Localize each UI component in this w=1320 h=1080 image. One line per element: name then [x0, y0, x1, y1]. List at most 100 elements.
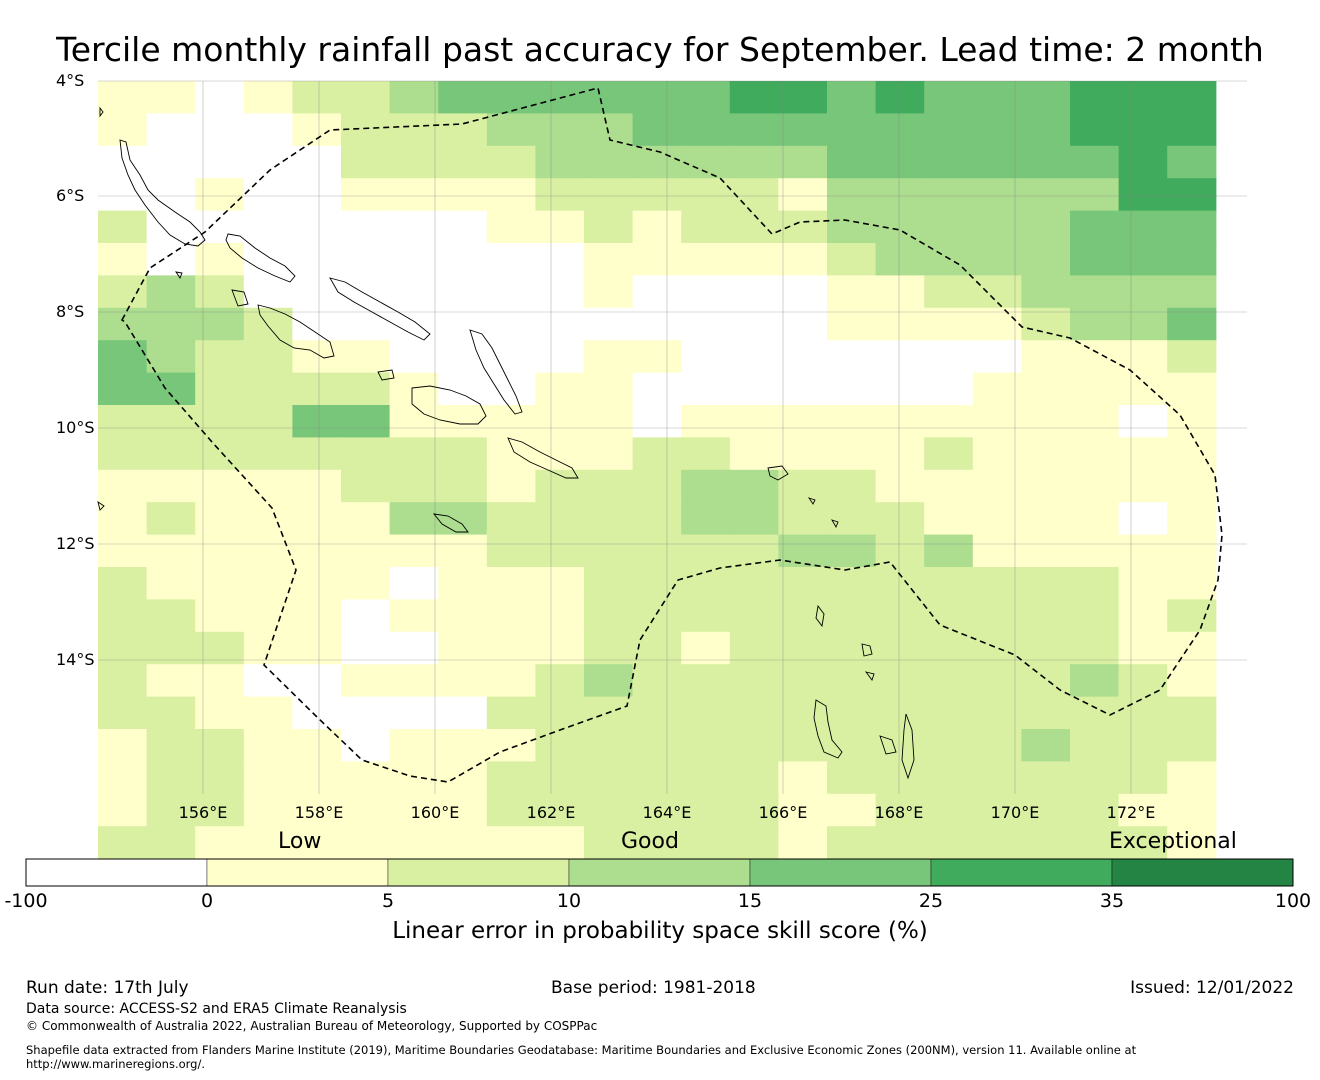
grid-cell	[1167, 113, 1217, 147]
grid-cell	[632, 729, 682, 762]
grid-cell	[778, 696, 828, 730]
grid-cell	[195, 340, 245, 374]
grid-cell	[146, 145, 196, 179]
grid-cell	[875, 664, 925, 698]
grid-cell	[1021, 631, 1071, 665]
grid-cell	[875, 243, 925, 276]
grid-cell	[632, 567, 682, 600]
grid-cell	[827, 502, 877, 536]
grid-cell	[875, 631, 925, 665]
grid-cell	[827, 793, 877, 827]
grid-cell	[292, 178, 342, 212]
grid-cell	[243, 81, 293, 114]
grid-cell	[1021, 729, 1071, 762]
legend-category-low: Low	[278, 829, 322, 854]
grid-cell	[292, 599, 342, 633]
grid-cell	[972, 761, 1022, 795]
grid-cell	[729, 405, 779, 438]
grid-cell	[146, 696, 196, 730]
espiritu-santo-island	[813, 699, 843, 759]
grid-cell	[778, 210, 828, 244]
grid-cell	[438, 696, 488, 730]
grid-cell	[1070, 81, 1120, 114]
grid-cell	[778, 469, 828, 503]
grid-cell	[778, 502, 828, 536]
colorbar-tick-35: 35	[1099, 890, 1125, 912]
grid-cell	[438, 340, 488, 374]
grid-cell	[924, 210, 974, 244]
grid-cell	[438, 729, 488, 762]
grid-cell	[1070, 372, 1120, 406]
banks-islands	[861, 643, 873, 657]
santa-isabel-island	[329, 277, 431, 341]
coastlines	[97, 106, 915, 780]
grid-cell	[146, 405, 196, 438]
grid-cell	[584, 599, 634, 633]
lat-label-4s: 4°S	[56, 71, 85, 90]
grid-cell	[438, 178, 488, 212]
grid-cell	[243, 793, 293, 827]
grid-cell	[924, 275, 974, 309]
grid-cell	[389, 631, 439, 665]
grid-cell	[243, 534, 293, 568]
grid-cell	[1021, 761, 1071, 795]
grid-cell	[584, 113, 634, 147]
grid-cell	[486, 178, 536, 212]
grid-cell	[195, 178, 245, 212]
grid-cell	[341, 372, 391, 406]
lon-label-158e: 158°E	[294, 803, 344, 822]
grid-cell	[972, 696, 1022, 730]
grid-cell	[243, 696, 293, 730]
grid-cell	[1167, 81, 1217, 114]
grid-cell	[778, 599, 828, 633]
grid-cell	[729, 340, 779, 374]
grid-cell	[438, 761, 488, 795]
grid-cell	[486, 567, 536, 600]
base-period: Base period: 1981-2018	[551, 978, 756, 998]
grid-cell	[146, 469, 196, 503]
grid-cell	[292, 502, 342, 536]
grid-cell	[681, 567, 731, 600]
torres-islands	[815, 604, 825, 628]
grid-cell	[1070, 178, 1120, 212]
grid-cell	[486, 145, 536, 179]
grid-cell	[972, 793, 1022, 827]
grid-cell	[632, 599, 682, 633]
grid-cell	[972, 405, 1022, 438]
grid-cell	[98, 696, 148, 730]
grid-cell	[292, 793, 342, 827]
grid-cell	[875, 437, 925, 471]
grid-cell	[875, 729, 925, 762]
eez-boundary	[120, 87, 1223, 783]
grid-cell	[486, 469, 536, 503]
grid-cell	[98, 210, 148, 244]
grid-cell	[389, 793, 439, 827]
grid-cell	[1021, 275, 1071, 309]
grid-cell	[827, 178, 877, 212]
grid-cell	[632, 793, 682, 827]
grid-cell	[389, 178, 439, 212]
grid-cell	[292, 761, 342, 795]
colorbar-label: Linear error in probability space skill …	[392, 918, 928, 944]
grid-cell	[778, 372, 828, 406]
grid-cell	[195, 469, 245, 503]
grid-cell	[98, 469, 148, 503]
grid-cell	[778, 567, 828, 600]
grid-cell	[98, 437, 148, 471]
grid-cell	[535, 243, 585, 276]
grid-cell	[438, 826, 488, 860]
grid-cell	[1021, 826, 1071, 860]
grid-cell	[1070, 437, 1120, 471]
grid-cell	[827, 729, 877, 762]
grid-cell	[827, 405, 877, 438]
grid-cell	[972, 178, 1022, 212]
grid-cell	[1021, 567, 1071, 600]
grid-cell	[438, 534, 488, 568]
grid-cell	[729, 145, 779, 179]
grid-cell	[195, 631, 245, 665]
grid-cell	[729, 826, 779, 860]
lat-label-10s: 10°S	[56, 418, 95, 437]
grid-cell	[292, 372, 342, 406]
grid-cell	[584, 405, 634, 438]
